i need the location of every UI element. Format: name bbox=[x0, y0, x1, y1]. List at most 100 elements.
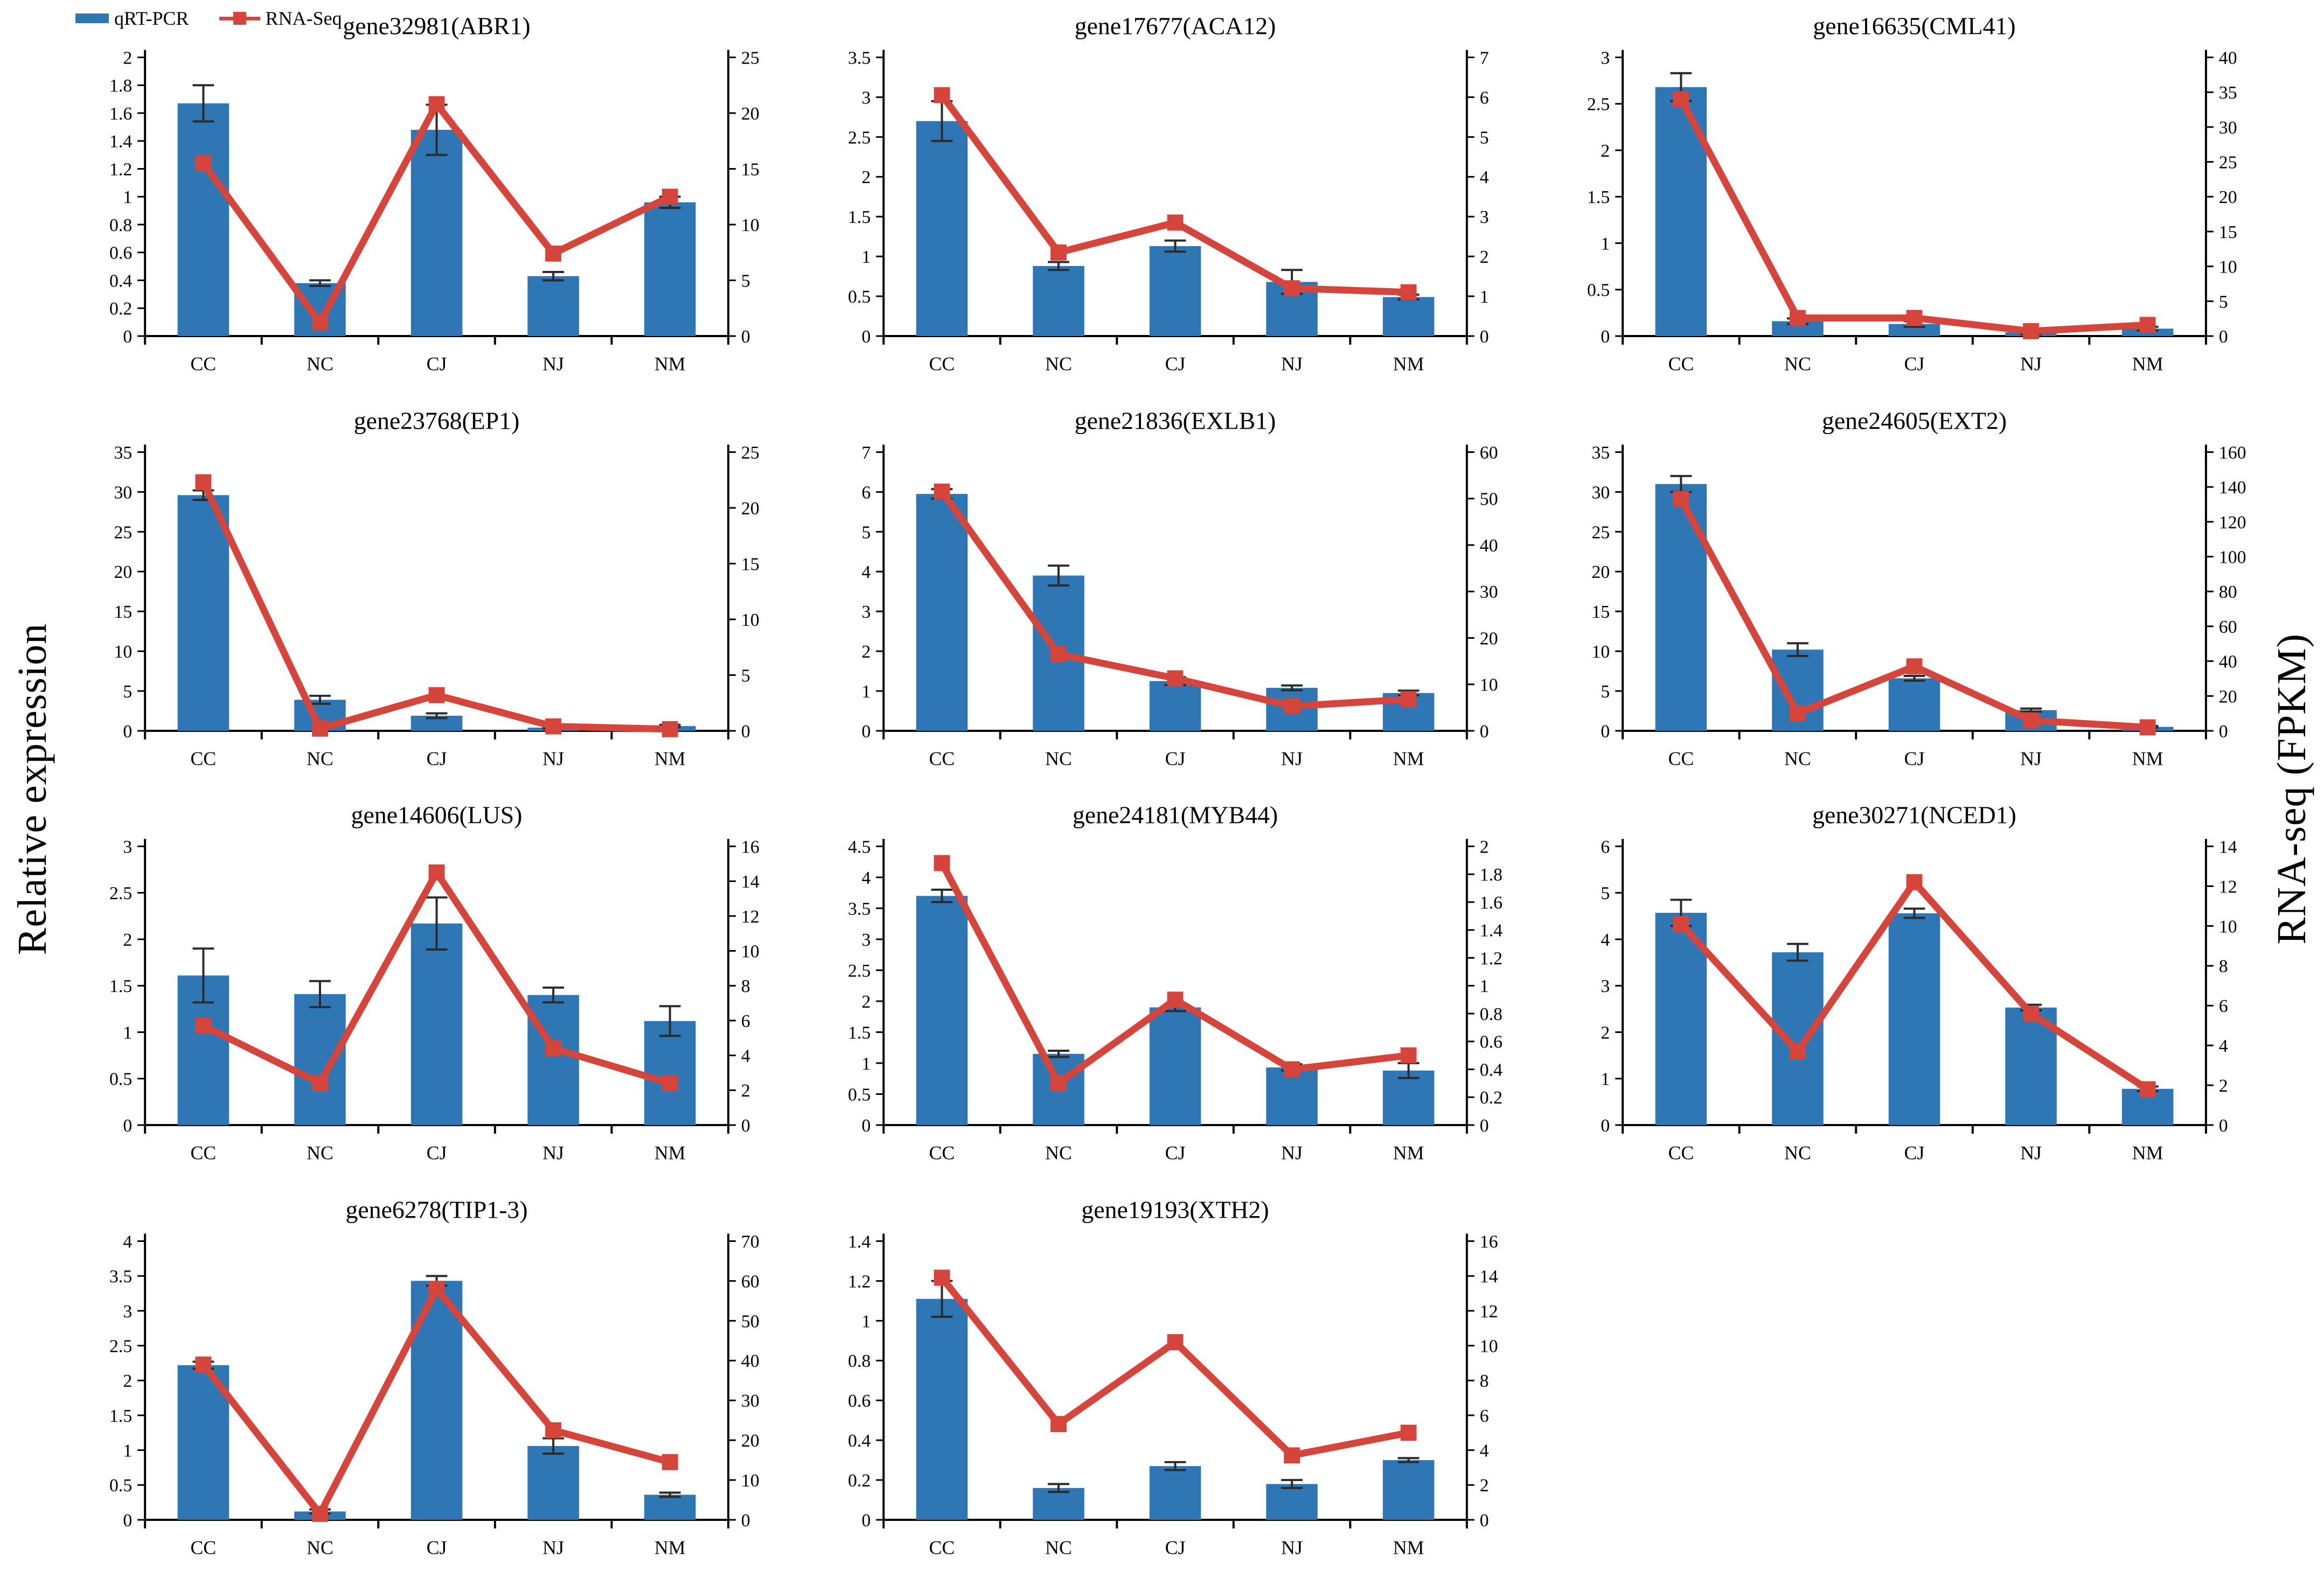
panel-title: gene6278(TIP1-3) bbox=[346, 1196, 528, 1223]
line-marker-NJ bbox=[2022, 323, 2039, 339]
line-marker-CJ bbox=[1167, 670, 1184, 686]
x-category-label: NM bbox=[655, 353, 686, 375]
right-axis-tick-label: 14 bbox=[741, 872, 760, 892]
x-category-label: NC bbox=[1784, 1142, 1811, 1164]
right-axis-tick-label: 10 bbox=[741, 610, 760, 630]
right-axis-tick-label: 1.8 bbox=[1480, 865, 1502, 885]
right-axis-tick-label: 16 bbox=[1480, 1232, 1498, 1252]
right-axis-tick-label: 0 bbox=[2218, 327, 2228, 347]
bar-NJ bbox=[1266, 1483, 1318, 1520]
left-axis-tick-label: 1 bbox=[862, 1054, 871, 1074]
line-marker-CJ bbox=[428, 1280, 445, 1297]
line-marker-NJ bbox=[545, 718, 562, 735]
right-axis-tick-label: 80 bbox=[2218, 582, 2237, 602]
right-axis-tick-label: 0.4 bbox=[1480, 1060, 1502, 1080]
legend: qRT-PCR RNA-Seq bbox=[75, 9, 342, 28]
right-axis-tick-label: 2 bbox=[2218, 1076, 2228, 1096]
line-marker-CC bbox=[195, 1017, 212, 1034]
right-axis-tick-label: 6 bbox=[2218, 996, 2228, 1016]
y-axis-label-left-text: Relative expression bbox=[9, 623, 55, 955]
panel-title: gene30271(NCED1) bbox=[1812, 801, 2016, 829]
bar-series bbox=[1655, 87, 2174, 336]
x-category-label: NC bbox=[1045, 353, 1072, 375]
left-axis-tick-label: 0 bbox=[123, 1510, 132, 1530]
line-marker-NJ bbox=[1284, 280, 1300, 297]
right-axis-tick-label: 20 bbox=[741, 1431, 760, 1451]
line-marker-CJ bbox=[1906, 310, 1923, 326]
y-axis-label-right-text: RNA-seq (FPKM) bbox=[2269, 633, 2314, 945]
bar-NM bbox=[1383, 1070, 1435, 1125]
left-axis-tick-label: 1 bbox=[862, 247, 871, 267]
right-axis-tick-label: 40 bbox=[1480, 535, 1498, 555]
line-marker-NJ bbox=[545, 1040, 562, 1057]
error-bars bbox=[192, 896, 681, 1037]
line-marker-NJ bbox=[545, 245, 562, 262]
bar-CC bbox=[916, 896, 968, 1125]
x-category-label: NJ bbox=[1282, 1537, 1303, 1558]
bar-series bbox=[177, 103, 696, 336]
line-marker-NM bbox=[662, 1454, 678, 1470]
x-category-label: NM bbox=[1393, 1142, 1424, 1164]
right-axis-tick-label: 12 bbox=[1480, 1301, 1498, 1321]
line-marker-NM bbox=[1401, 1424, 1417, 1441]
x-category-label: CJ bbox=[427, 353, 447, 375]
right-axis-tick-label: 10 bbox=[1480, 1336, 1498, 1356]
x-category-label: CJ bbox=[1165, 353, 1186, 375]
left-axis-tick-label: 7 bbox=[862, 443, 871, 463]
line-marker-CJ bbox=[428, 96, 445, 113]
x-category-label: CJ bbox=[427, 748, 447, 769]
right-axis-tick-label: 60 bbox=[1480, 443, 1498, 463]
x-category-label: CC bbox=[1668, 748, 1694, 769]
chart-svg-5: gene24605(EXT2) 0 5 10 15 20 25 30 35 0 20 40 60 80 10… bbox=[1591, 407, 2246, 769]
line-marker-CJ bbox=[1167, 214, 1184, 231]
left-axis-tick-label: 1 bbox=[123, 1441, 132, 1461]
right-axis-tick-label: 10 bbox=[741, 942, 760, 962]
right-axis-tick-label: 5 bbox=[741, 666, 750, 686]
right-axis-tick-label: 5 bbox=[1480, 128, 1489, 148]
left-axis-tick-label: 3 bbox=[862, 88, 871, 108]
left-axis-tick-label: 1.2 bbox=[109, 159, 132, 179]
right-axis-tick-label: 40 bbox=[741, 1351, 760, 1371]
x-category-label: CC bbox=[1668, 1142, 1694, 1164]
bar-NM bbox=[1383, 1460, 1435, 1520]
x-category-label: CJ bbox=[1904, 748, 1924, 769]
line-marker-NM bbox=[2139, 719, 2156, 735]
x-category-label: CC bbox=[191, 353, 217, 375]
x-category-label: CC bbox=[929, 353, 955, 375]
left-axis-tick-label: 4 bbox=[123, 1232, 132, 1252]
x-category-label: NJ bbox=[542, 748, 564, 769]
left-axis-tick-label: 2 bbox=[1601, 141, 1610, 161]
left-axis-tick-label: 2 bbox=[123, 48, 132, 68]
right-axis-tick-label: 70 bbox=[741, 1232, 760, 1252]
left-axis-tick-label: 2 bbox=[862, 167, 871, 187]
x-category-label: CC bbox=[191, 748, 217, 769]
line-marker-NM bbox=[662, 1075, 678, 1092]
x-category-label: NM bbox=[2132, 1142, 2163, 1164]
x-category-label: NC bbox=[307, 1537, 333, 1558]
left-axis-tick-label: 2.5 bbox=[109, 884, 132, 904]
left-axis-tick-label: 0.2 bbox=[109, 299, 132, 319]
bar-CC bbox=[1655, 87, 1707, 336]
left-axis-tick-label: 1.5 bbox=[848, 207, 871, 227]
bar-NC bbox=[1771, 952, 1824, 1125]
line-swatch-icon bbox=[219, 10, 260, 26]
legend-item-qrt-pcr: qRT-PCR bbox=[75, 9, 189, 28]
right-axis-tick-label: 5 bbox=[2218, 292, 2228, 312]
panel-title: gene14606(LUS) bbox=[351, 801, 523, 829]
left-axis-tick-label: 1.4 bbox=[109, 132, 132, 152]
right-axis-tick-label: 8 bbox=[741, 976, 750, 996]
left-axis-tick-label: 3 bbox=[1601, 48, 1610, 68]
bar-CC bbox=[1655, 484, 1707, 731]
x-category-label: NM bbox=[2132, 748, 2163, 769]
chart-svg-4: gene21836(EXLB1) 0 1 2 3 4 5 6 7 0 10 20 30 40 50 60 CC N… bbox=[862, 407, 1498, 769]
line-marker-NC bbox=[312, 720, 328, 737]
line-marker-NM bbox=[1401, 284, 1417, 301]
right-axis-tick-label: 10 bbox=[741, 215, 760, 235]
bar-CJ bbox=[1888, 913, 1940, 1125]
x-category-label: NC bbox=[1784, 353, 1811, 375]
line-marker-CC bbox=[934, 87, 950, 103]
left-axis-tick-label: 2.5 bbox=[848, 961, 871, 981]
x-category-label: NM bbox=[1393, 748, 1424, 769]
left-axis-tick-label: 6 bbox=[1601, 837, 1610, 857]
